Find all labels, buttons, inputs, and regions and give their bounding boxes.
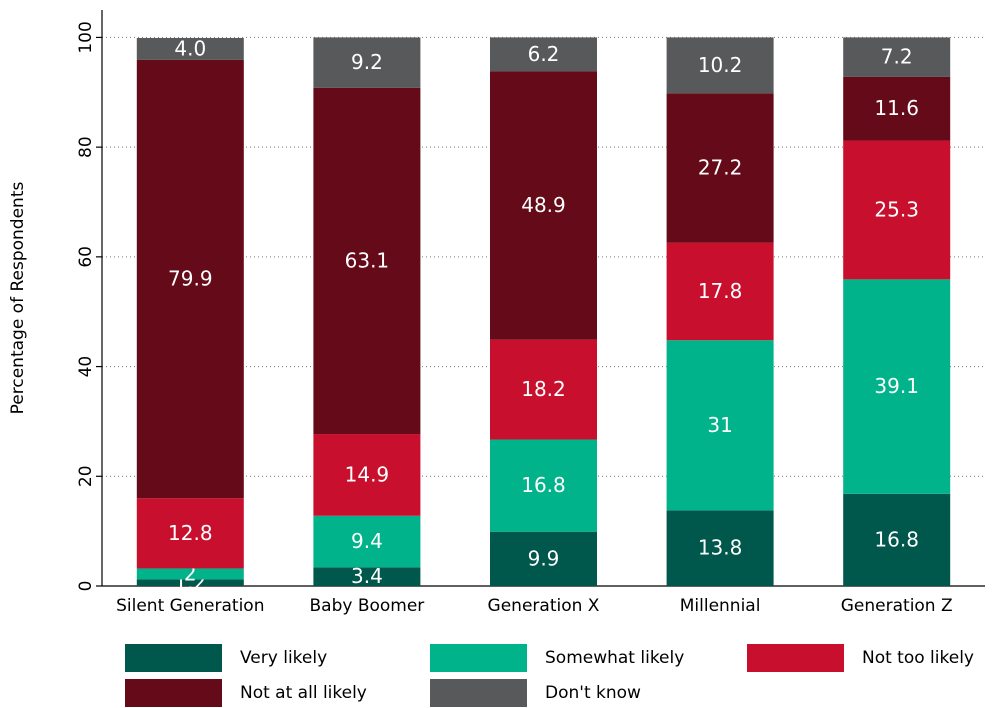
legend-label: Not at all likely [240,683,367,703]
data-label: 79.9 [168,267,213,291]
y-tick-label: 20 [76,465,96,487]
data-label: 11.6 [874,96,919,120]
data-label: 17.8 [698,279,743,303]
data-label: 9.2 [351,50,383,74]
data-label: 12.8 [168,521,213,545]
bar-segment [843,76,951,141]
bar-segment [490,37,597,72]
data-label: 4.0 [174,36,206,60]
legend-label: Somewhat likely [545,648,684,668]
bar-segment [490,339,597,440]
bar-segment [843,279,951,494]
legend-swatch [747,644,844,672]
bar-segment [490,71,597,340]
bar-segment [313,515,421,568]
bar-segment [136,568,244,580]
data-label: 16.8 [874,527,919,551]
bar-segment [136,37,244,60]
bar-segment [490,531,597,586]
y-tick-label: 0 [76,581,96,592]
legend-swatch [125,644,222,672]
bar-segment [313,567,421,586]
bar-segment [136,59,244,499]
legend-label: Don't know [545,683,641,703]
data-label: 39.1 [874,374,919,398]
y-axis-label: Percentage of Respondents [8,182,28,415]
bar-segment [843,37,951,77]
y-tick-label: 80 [76,136,96,158]
bar-segment [136,579,244,586]
bar-segment [313,87,421,435]
data-label: 48.9 [521,193,566,217]
data-label: 31 [707,413,732,437]
legend-swatch [430,644,527,672]
data-label: 3.4 [351,564,383,588]
bar-segment [313,37,421,88]
x-tick-label: Generation X [488,596,600,616]
bar-segment [666,93,774,243]
legend-label: Not too likely [862,648,974,668]
y-tick-label: 100 [76,21,96,53]
legend-swatch [125,679,222,707]
data-label: 13.8 [698,536,743,560]
data-label: 7.2 [881,45,913,69]
data-label: 9.9 [528,546,560,570]
y-tick-label: 60 [76,246,96,268]
data-label: 18.2 [521,377,566,401]
data-label: 6.2 [528,42,560,66]
data-label: 14.9 [345,462,390,486]
x-tick-label: Baby Boomer [309,596,424,616]
y-tick-label: 40 [76,356,96,378]
bar-segment [313,434,421,516]
x-tick-label: Silent Generation [116,596,264,616]
bar-segment [136,498,244,569]
x-tick-label: Generation Z [841,596,953,616]
bar-segment [490,439,597,532]
data-label: 63.1 [345,248,390,272]
bar-segment [666,37,774,94]
legend-swatch [430,679,527,707]
data-label: 27.2 [698,155,743,179]
bar-segment [666,510,774,586]
bar-segment [843,493,951,586]
bar-segment [666,242,774,341]
bar-segment [666,340,774,511]
data-label: 16.8 [521,473,566,497]
x-tick-label: Millennial [680,596,761,616]
bar-segment [843,140,951,280]
data-label: 25.3 [874,197,919,221]
data-label: 10.2 [698,53,743,77]
legend-label: Very likely [240,648,327,668]
data-label: 9.4 [351,529,383,553]
